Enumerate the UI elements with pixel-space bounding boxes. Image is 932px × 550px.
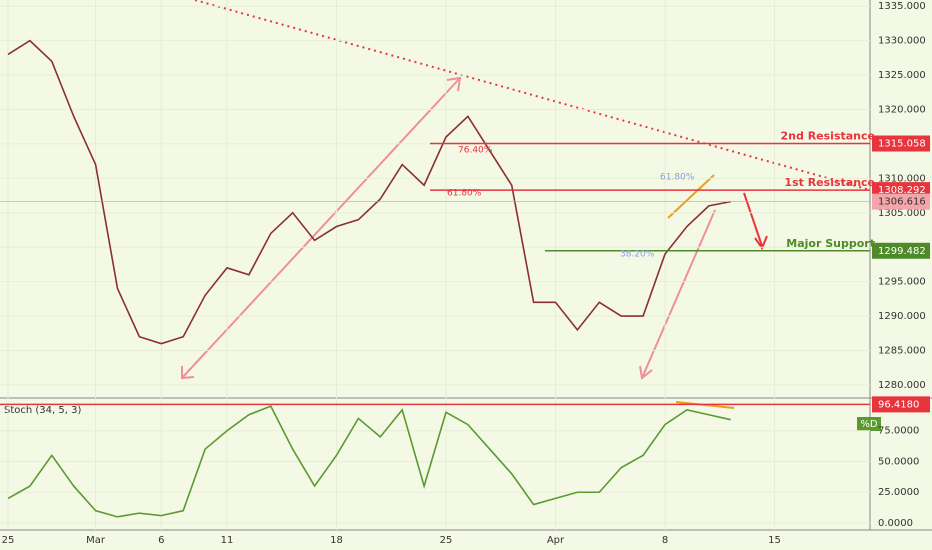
level-name: Major Support — [786, 237, 875, 250]
y-tick-label: 1295.000 — [878, 277, 926, 288]
y2-tick-label: 25.0000 — [878, 487, 919, 498]
y-tick-label: 1320.000 — [878, 104, 926, 115]
y2-tick-label: 75.0000 — [878, 426, 919, 437]
y-tick-label: 1290.000 — [878, 311, 926, 322]
stoch-tag: %D — [860, 419, 878, 430]
level-name: 2nd Resistance — [781, 130, 875, 143]
price-tag: 1299.482 — [878, 246, 926, 257]
projection-arrow — [754, 235, 768, 251]
fib-label: 38.20% — [620, 250, 655, 260]
x-tick-label: 15 — [768, 535, 781, 546]
x-tick-label: 25 — [2, 535, 15, 546]
y-tick-label: 1305.000 — [878, 208, 926, 219]
fib-label: 76.40% — [458, 146, 493, 156]
x-tick-label: Mar — [86, 535, 106, 546]
price-tag-box — [872, 135, 930, 152]
price-tag: 96.4180 — [878, 399, 919, 410]
y-tick-label: 1285.000 — [878, 345, 926, 356]
x-tick-label: Apr — [547, 535, 565, 546]
fib-label: 61.80% — [660, 173, 695, 183]
price-tag: 1315.058 — [878, 139, 926, 150]
price-tag-box — [872, 193, 930, 210]
price-tag-box — [872, 396, 930, 413]
x-tick-label: 8 — [662, 535, 668, 546]
x-tick-label: 18 — [330, 535, 343, 546]
price-tag: 1308.292 — [878, 185, 926, 196]
x-tick-label: 25 — [440, 535, 453, 546]
level-name: 1st Resistance — [784, 176, 875, 189]
y-tick-label: 1310.000 — [878, 173, 926, 184]
x-tick-label: 6 — [158, 535, 164, 546]
price-tag: 1306.616 — [878, 197, 926, 208]
price-tag-box — [872, 242, 930, 259]
y2-tick-label: 50.0000 — [878, 456, 919, 467]
y-tick-label: 1280.000 — [878, 380, 926, 391]
series-line — [7, 39, 731, 345]
fib-label: 61.80% — [447, 189, 482, 199]
divergence-line — [667, 174, 715, 219]
y-tick-label: 1325.000 — [878, 70, 926, 81]
y-tick-label: 1330.000 — [878, 36, 926, 47]
x-tick-label: 11 — [221, 535, 234, 546]
stoch-title: Stoch (34, 5, 3) — [4, 405, 81, 416]
series-line — [7, 405, 731, 518]
y-tick-label: 1335.000 — [878, 1, 926, 12]
y2-tick-label: 0.0000 — [878, 518, 913, 529]
stoch-tag-box — [857, 417, 881, 431]
